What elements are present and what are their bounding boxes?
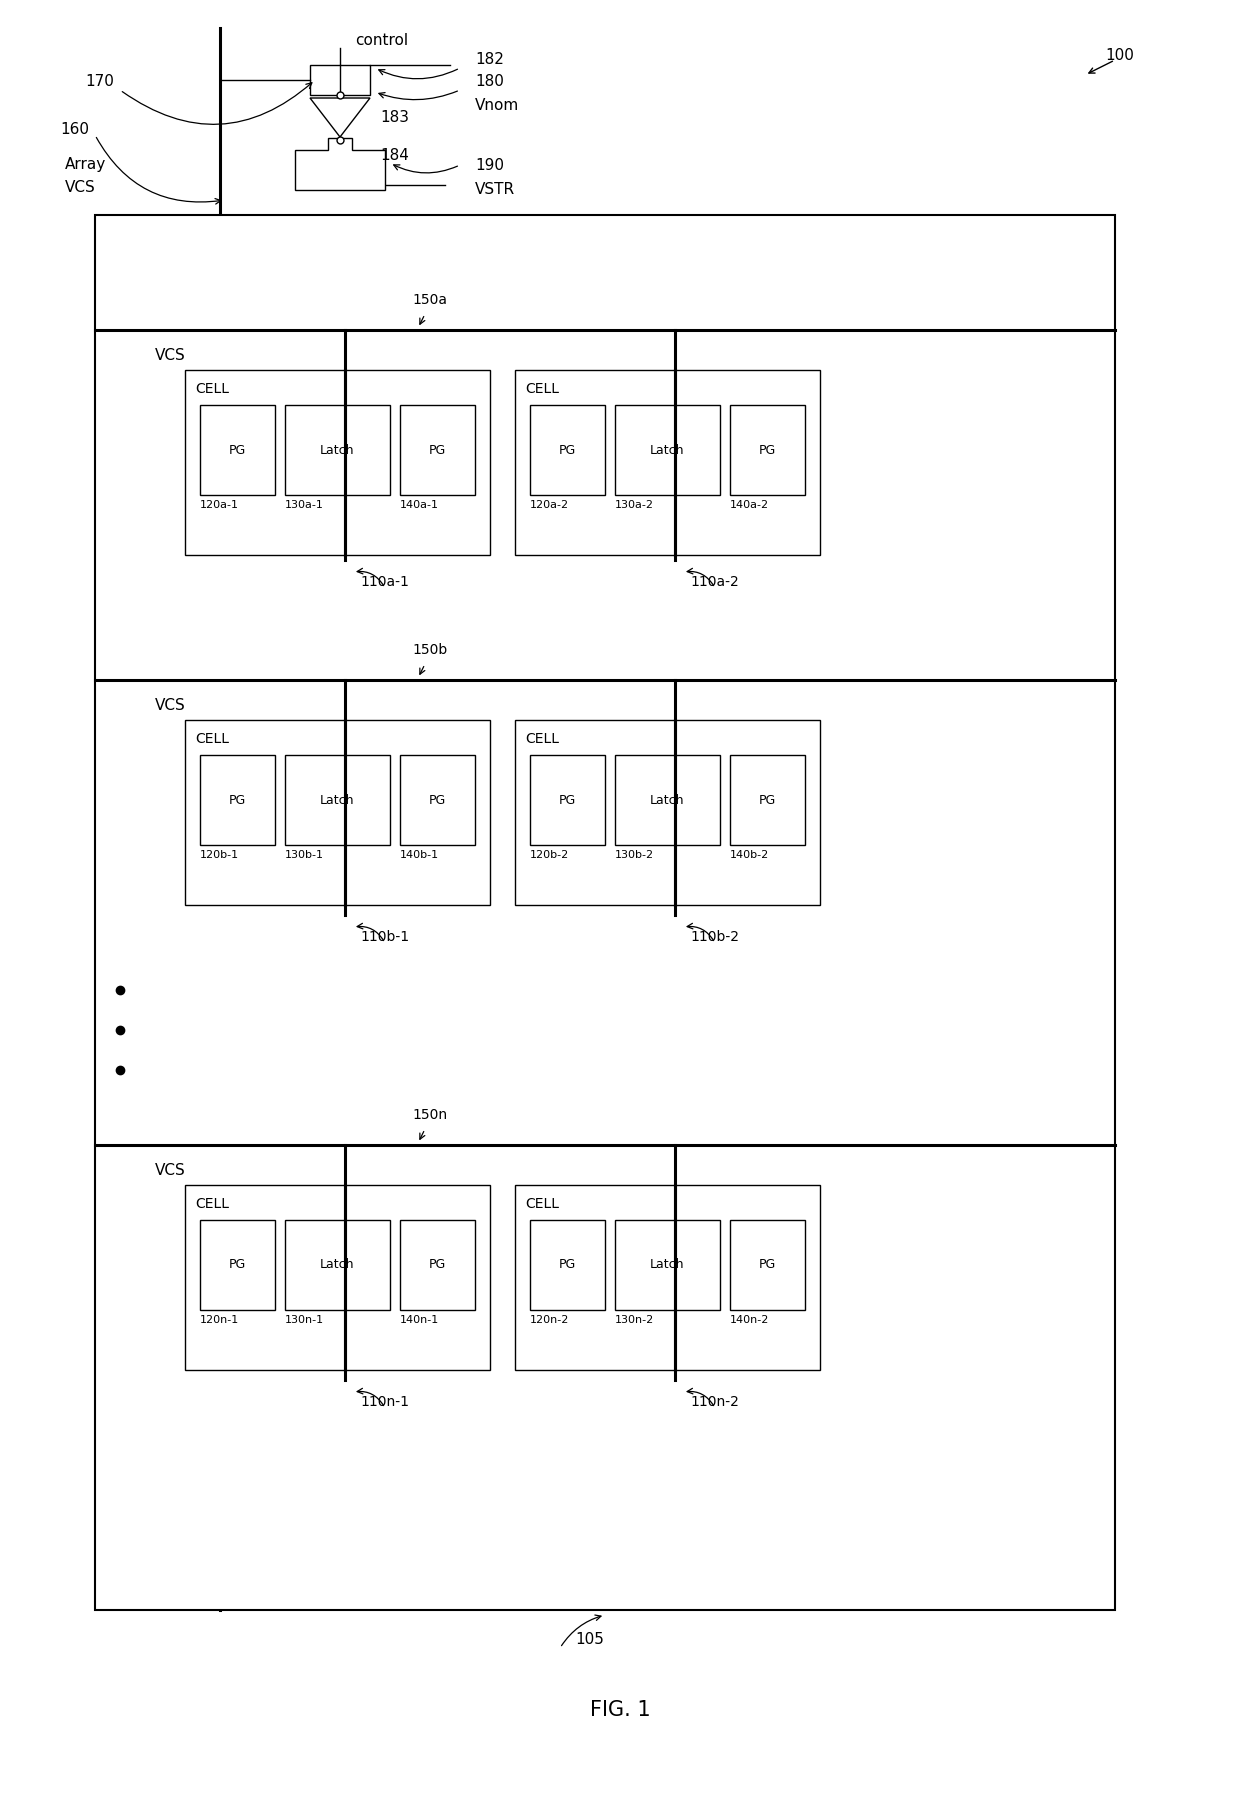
Text: 140n-2: 140n-2 xyxy=(730,1314,769,1325)
Text: 130a-2: 130a-2 xyxy=(615,500,653,509)
Text: 180: 180 xyxy=(475,75,503,90)
Text: 140n-1: 140n-1 xyxy=(401,1314,439,1325)
Text: Vnom: Vnom xyxy=(475,97,520,113)
Text: Latch: Latch xyxy=(650,443,684,457)
Text: 130a-1: 130a-1 xyxy=(285,500,324,509)
Bar xyxy=(401,405,475,495)
Text: 130b-2: 130b-2 xyxy=(615,850,655,861)
Bar xyxy=(529,405,605,495)
Bar xyxy=(515,1185,820,1370)
Text: Latch: Latch xyxy=(650,1259,684,1271)
Text: 160: 160 xyxy=(60,122,89,138)
Text: control: control xyxy=(355,32,408,48)
Text: 182: 182 xyxy=(475,52,503,68)
Text: CELL: CELL xyxy=(525,732,559,746)
Text: 130b-1: 130b-1 xyxy=(285,850,324,861)
Bar xyxy=(185,1185,490,1370)
Text: 120a-1: 120a-1 xyxy=(200,500,239,509)
Bar xyxy=(95,215,1115,1610)
Text: 140b-1: 140b-1 xyxy=(401,850,439,861)
Bar xyxy=(285,405,391,495)
Text: 120b-2: 120b-2 xyxy=(529,850,569,861)
Text: VCS: VCS xyxy=(155,348,186,362)
Text: 105: 105 xyxy=(575,1632,604,1648)
Text: 150a: 150a xyxy=(413,292,448,307)
Text: PG: PG xyxy=(428,794,445,807)
Text: Array: Array xyxy=(64,158,107,172)
Text: 184: 184 xyxy=(379,147,409,163)
Text: 120b-1: 120b-1 xyxy=(200,850,239,861)
Text: 120n-1: 120n-1 xyxy=(200,1314,239,1325)
Text: 190: 190 xyxy=(475,158,503,172)
Text: CELL: CELL xyxy=(195,732,229,746)
Text: 170: 170 xyxy=(86,75,114,90)
Text: CELL: CELL xyxy=(195,382,229,396)
Bar xyxy=(730,405,805,495)
Text: 110b-1: 110b-1 xyxy=(360,931,409,943)
Text: CELL: CELL xyxy=(525,1198,559,1210)
Text: Latch: Latch xyxy=(650,794,684,807)
Text: 110n-1: 110n-1 xyxy=(360,1395,409,1409)
Bar xyxy=(730,1219,805,1311)
Text: CELL: CELL xyxy=(525,382,559,396)
Text: 120a-2: 120a-2 xyxy=(529,500,569,509)
Text: PG: PG xyxy=(759,1259,776,1271)
Bar xyxy=(185,721,490,905)
Text: 183: 183 xyxy=(379,111,409,126)
Bar xyxy=(515,721,820,905)
Text: 110a-2: 110a-2 xyxy=(689,576,739,588)
Bar xyxy=(310,65,370,95)
Text: VCS: VCS xyxy=(155,697,186,714)
Text: PG: PG xyxy=(558,1259,575,1271)
Text: VSTR: VSTR xyxy=(475,183,515,197)
Text: Latch: Latch xyxy=(320,443,355,457)
Text: PG: PG xyxy=(759,443,776,457)
Text: 150n: 150n xyxy=(413,1108,448,1122)
Text: VCS: VCS xyxy=(155,1164,186,1178)
Text: PG: PG xyxy=(228,443,246,457)
Text: PG: PG xyxy=(759,794,776,807)
Text: PG: PG xyxy=(228,794,246,807)
Text: 140b-2: 140b-2 xyxy=(730,850,769,861)
Text: PG: PG xyxy=(228,1259,246,1271)
Bar xyxy=(200,405,275,495)
Bar xyxy=(200,755,275,845)
Text: 120n-2: 120n-2 xyxy=(529,1314,569,1325)
Bar xyxy=(285,755,391,845)
Text: FIG. 1: FIG. 1 xyxy=(590,1700,650,1719)
Text: PG: PG xyxy=(558,794,575,807)
Polygon shape xyxy=(295,138,384,190)
Text: 110n-2: 110n-2 xyxy=(689,1395,739,1409)
Text: 110a-1: 110a-1 xyxy=(360,576,409,588)
Bar xyxy=(401,755,475,845)
Text: 150b: 150b xyxy=(413,644,448,656)
Text: 140a-2: 140a-2 xyxy=(730,500,769,509)
Bar xyxy=(730,755,805,845)
Bar xyxy=(615,1219,720,1311)
Bar xyxy=(401,1219,475,1311)
Text: 130n-1: 130n-1 xyxy=(285,1314,324,1325)
Bar xyxy=(615,405,720,495)
Text: 110b-2: 110b-2 xyxy=(689,931,739,943)
Text: PG: PG xyxy=(558,443,575,457)
Text: CELL: CELL xyxy=(195,1198,229,1210)
Bar xyxy=(615,755,720,845)
Text: PG: PG xyxy=(428,1259,445,1271)
Text: PG: PG xyxy=(428,443,445,457)
Text: 140a-1: 140a-1 xyxy=(401,500,439,509)
Bar xyxy=(529,755,605,845)
Text: VCS: VCS xyxy=(64,181,95,195)
Text: 100: 100 xyxy=(1106,47,1135,63)
Bar xyxy=(185,369,490,556)
Text: Latch: Latch xyxy=(320,794,355,807)
Bar xyxy=(515,369,820,556)
Bar xyxy=(529,1219,605,1311)
Text: 130n-2: 130n-2 xyxy=(615,1314,655,1325)
Bar xyxy=(200,1219,275,1311)
Text: Latch: Latch xyxy=(320,1259,355,1271)
Bar xyxy=(285,1219,391,1311)
